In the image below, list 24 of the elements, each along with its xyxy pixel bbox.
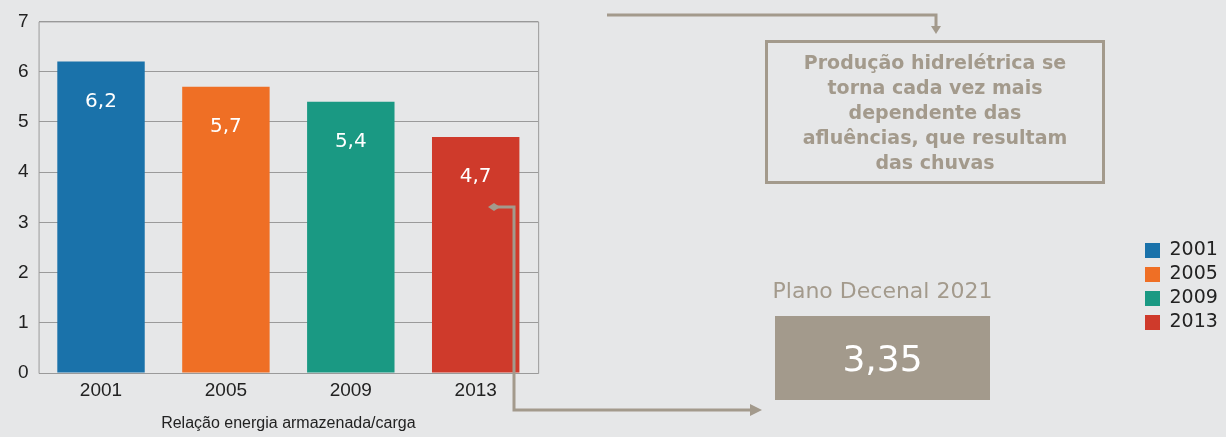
y-tick-label: 2 — [17, 260, 29, 282]
legend-label: 2001 — [1169, 237, 1218, 260]
y-tick-label: 7 — [17, 9, 29, 31]
legend-label: 2005 — [1169, 261, 1218, 284]
legend-label: 2013 — [1169, 309, 1218, 332]
data-label: 6,2 — [85, 87, 117, 112]
y-tick-label: 0 — [17, 361, 29, 383]
x-tick-label: 2001 — [79, 378, 123, 400]
y-tick-label: 5 — [17, 110, 29, 132]
x-tick-label: 2013 — [454, 378, 497, 400]
data-label: 5,4 — [334, 127, 367, 152]
x-tick-label: 2009 — [329, 378, 372, 400]
text: Plano Decenal 2021 — [771, 278, 994, 303]
x-axis-title: Relação energia armazenada/carga — [161, 413, 416, 431]
y-tick-label: 6 — [17, 59, 29, 81]
y-tick-label: 1 — [17, 311, 29, 333]
text: 3,35 — [775, 316, 990, 400]
y-tick-label: 4 — [17, 160, 29, 182]
y-tick-label: 3 — [17, 210, 29, 232]
legend-label: 2009 — [1169, 285, 1218, 308]
x-tick-label: 2005 — [204, 378, 248, 400]
data-label: 5,7 — [210, 112, 242, 137]
text: Produção hidrelétrica se torna cada vez mais dependente das afluências, que resultam das chuvas — [765, 40, 1105, 184]
data-label: 4,7 — [459, 163, 492, 188]
